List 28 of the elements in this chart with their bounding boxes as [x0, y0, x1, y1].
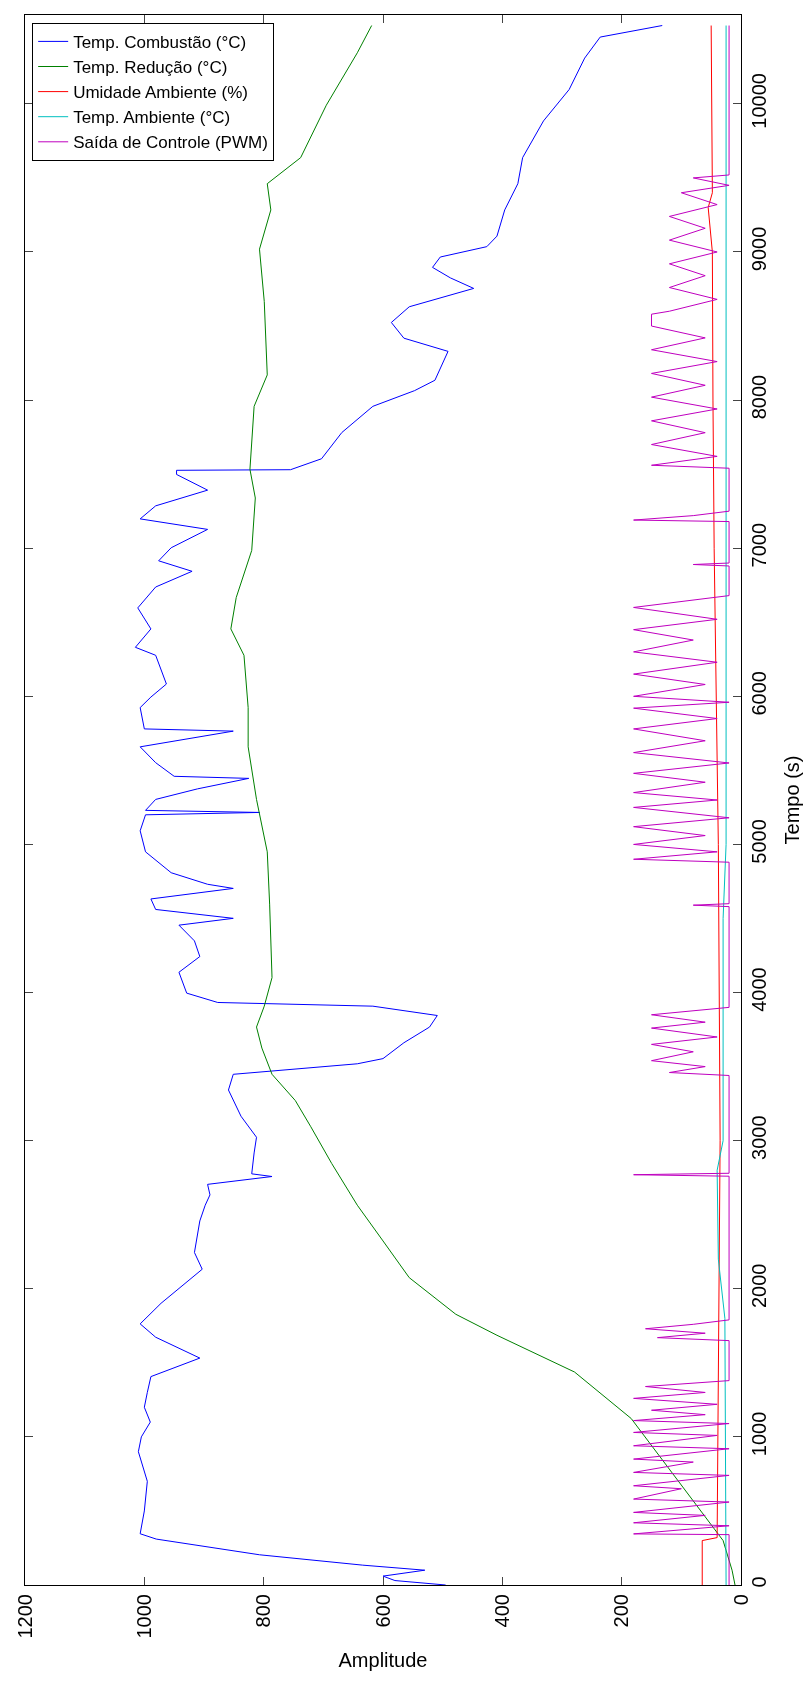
y-tick-label: 5000 [748, 819, 770, 864]
legend-label: Temp. Ambiente (°C) [73, 108, 231, 128]
x-tick-label: 1000 [132, 1594, 155, 1639]
y-tick-label: 7000 [748, 522, 770, 568]
x-tick-label: 600 [371, 1594, 394, 1628]
legend-label: Temp. Redução (°C) [73, 58, 228, 78]
y-tick-label: 6000 [748, 671, 770, 716]
x-tick-label: 0 [729, 1594, 752, 1606]
x-axis-title: Amplitude [338, 1649, 428, 1671]
y-tick-label: 1000 [748, 1411, 770, 1457]
y-tick-label: 3000 [748, 1115, 770, 1160]
legend-label: Temp. Combustão (°C) [73, 33, 247, 53]
line-series [633, 25, 730, 1585]
legend-label: Saída de Controle (PWM) [73, 133, 268, 153]
x-tick-label: 400 [490, 1594, 513, 1628]
y-tick-label: 0 [748, 1576, 770, 1588]
y-tick-label: 2000 [748, 1263, 770, 1309]
line-series [716, 25, 727, 1585]
legend-label: Umidade Ambiente (%) [73, 83, 248, 103]
y-tick-label: 4000 [748, 967, 770, 1012]
line-series [701, 25, 721, 1585]
x-tick-label: 200 [610, 1594, 633, 1628]
y-tick-label: 8000 [748, 374, 770, 420]
y-tick-label: 10000 [748, 73, 770, 129]
x-tick-label: 1200 [13, 1594, 36, 1639]
x-tick-label: 800 [252, 1594, 275, 1628]
y-tick-label: 9000 [748, 226, 770, 272]
y-axis-title: Tempo (s) [780, 755, 803, 845]
